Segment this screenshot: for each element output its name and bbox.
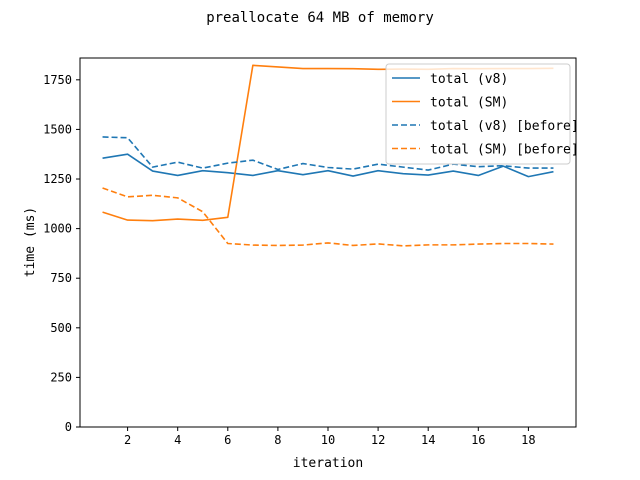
series-line-0 [102, 153, 554, 178]
legend-label: total (SM) [430, 96, 508, 111]
y-tick-label: 500 [50, 321, 72, 335]
x-tick-label: 6 [224, 433, 231, 447]
x-tick-label: 4 [174, 433, 181, 447]
x-tick-label: 8 [274, 433, 281, 447]
y-tick-label: 250 [50, 370, 72, 384]
legend-label: total (SM) [before] [430, 143, 579, 158]
y-tick-label: 0 [65, 420, 72, 434]
y-tick-label: 1750 [43, 73, 72, 87]
legend: total (v8) total (SM) total (v8) [before] t… [385, 63, 579, 165]
y-axis-label: time (ms) [23, 207, 38, 277]
x-tick-label: 14 [421, 433, 435, 447]
legend-label: total (v8) [430, 72, 508, 87]
y-tick-label: 750 [50, 271, 72, 285]
x-axis-label: iteration [293, 456, 363, 471]
x-tick-label: 16 [471, 433, 485, 447]
x-tick-label: 2 [124, 433, 131, 447]
series-line-2 [102, 136, 554, 171]
legend-box [385, 63, 571, 165]
x-tick-label: 10 [321, 433, 335, 447]
y-tick-label: 1250 [43, 172, 72, 186]
chart-title: preallocate 64 MB of memory [206, 10, 434, 26]
y-tick-label: 1000 [43, 222, 72, 236]
axes: 2 4 6 8 10 12 14 16 18 0 250 500 750 1000 1250 1500 1750 [43, 73, 536, 447]
legend-label: total (v8) [before] [430, 119, 579, 134]
y-tick-label: 1500 [43, 122, 72, 136]
x-tick-label: 18 [521, 433, 535, 447]
series-line-3 [102, 187, 554, 247]
x-tick-label: 12 [371, 433, 385, 447]
axes-frame [79, 57, 577, 428]
